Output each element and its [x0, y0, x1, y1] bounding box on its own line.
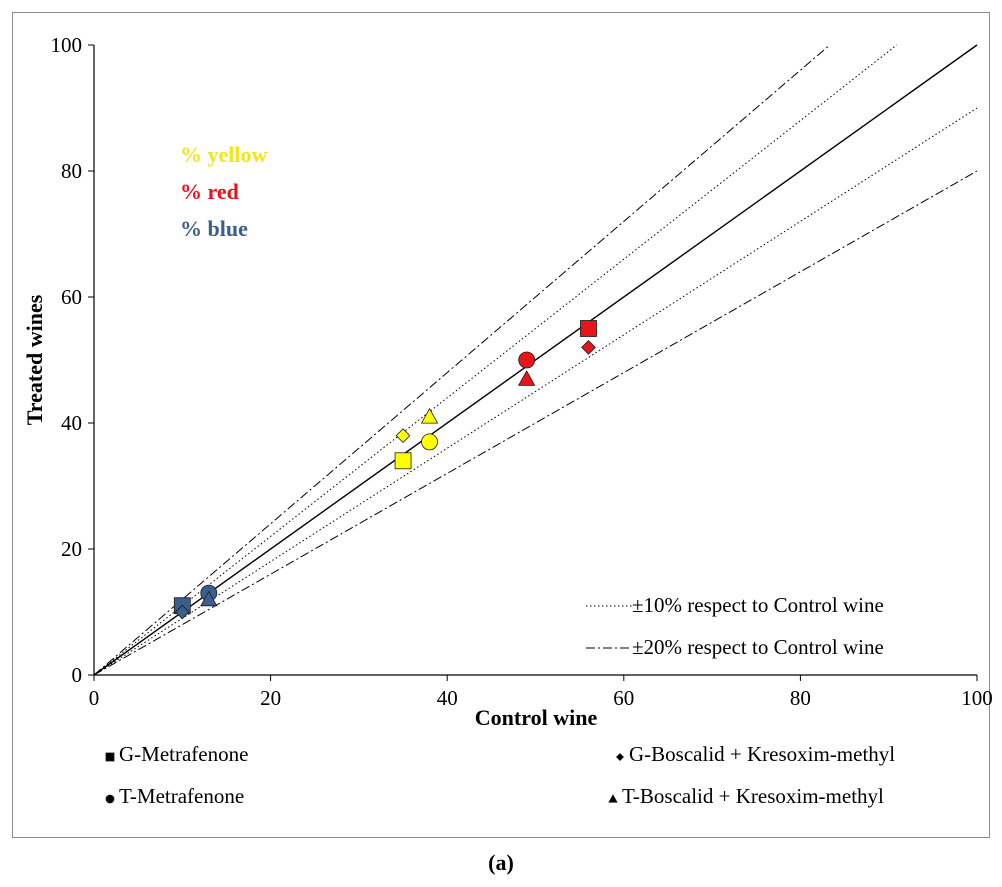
y-tick-label: 80	[61, 159, 82, 183]
triangle-marker-icon	[608, 794, 618, 803]
axes	[88, 44, 978, 681]
annotation-blue: % blue	[180, 216, 248, 241]
legend-label: T-Metrafenone	[119, 784, 245, 808]
x-tick-label: 40	[437, 686, 458, 710]
reference-legend-label: ±20% respect to Control wine	[632, 635, 884, 659]
y-tick-label: 40	[61, 411, 82, 435]
reference-line-2	[93, 107, 978, 676]
t-boscalid-kresoxim-methyl-blue-point	[200, 590, 218, 607]
x-tick-label: 20	[260, 686, 281, 710]
y-axis-label: Treated wines	[22, 294, 47, 425]
data-points	[173, 320, 597, 620]
g-boscalid-kresoxim-methyl-yellow-point	[395, 428, 411, 443]
legend-item-g-boscalid-kresoxim-methyl: G-Boscalid + Kresoxim-methyl	[614, 742, 895, 766]
g-boscalid-kresoxim-methyl-blue-point	[174, 604, 190, 620]
tick-labels: 0 20 40 60 80 100 0 20 40 60 80 100	[51, 33, 993, 710]
x-tick-label: 80	[790, 686, 811, 710]
diamond-shape	[616, 753, 624, 762]
y-tick-label: 0	[72, 663, 83, 687]
legend-item-t-metrafenone: T-Metrafenone	[104, 784, 244, 808]
circle-marker-icon	[105, 794, 115, 804]
t-metrafenone-yellow-point	[421, 433, 438, 451]
g-metrafenone-yellow-point	[394, 452, 412, 470]
y-tick-label: 60	[61, 285, 82, 309]
diamond-marker-icon	[616, 753, 624, 762]
y-tick-label: 100	[51, 33, 83, 57]
legend-label: G-Metrafenone	[119, 742, 249, 766]
legend-item-t-boscalid-kresoxim-methyl: T-Boscalid + Kresoxim-methyl	[607, 784, 884, 808]
chart-frame	[12, 12, 990, 838]
reference-legend-label: ±10% respect to Control wine	[632, 593, 884, 617]
reference-line-3	[93, 44, 831, 676]
reference-lines	[93, 44, 978, 676]
annotation-red: % red	[180, 179, 239, 204]
x-tick-label: 60	[613, 686, 634, 710]
square-shape	[105, 752, 115, 762]
legend-label: G-Boscalid + Kresoxim-methyl	[629, 742, 896, 766]
x-tick-label: 0	[89, 686, 100, 710]
g-boscalid-kresoxim-methyl-red-point	[581, 340, 596, 355]
t-boscalid-kresoxim-methyl-red-point	[517, 370, 536, 386]
reference-line-0	[93, 44, 978, 676]
x-tick-label: 100	[961, 686, 993, 710]
reference-line-1	[93, 44, 898, 676]
reference-legend: ±10% respect to Control wine ±20% respect…	[586, 593, 884, 659]
annotation-yellow: % yellow	[180, 142, 267, 167]
color-annotations: % yellow % red % blue	[180, 142, 267, 241]
circle-shape	[105, 794, 115, 804]
triangle-shape	[608, 794, 618, 803]
y-tick-label: 20	[61, 537, 82, 561]
legend-label: T-Boscalid + Kresoxim-methyl	[622, 784, 884, 808]
square-marker-icon	[105, 752, 115, 762]
t-metrafenone-red-point	[518, 351, 536, 369]
t-boscalid-kresoxim-methyl-yellow-point	[420, 407, 439, 424]
legend-item-g-metrafenone: G-Metrafenone	[104, 742, 248, 766]
x-axis-label: Control wine	[475, 705, 598, 730]
g-metrafenone-red-point	[580, 320, 597, 337]
figure-caption: (a)	[488, 850, 514, 875]
